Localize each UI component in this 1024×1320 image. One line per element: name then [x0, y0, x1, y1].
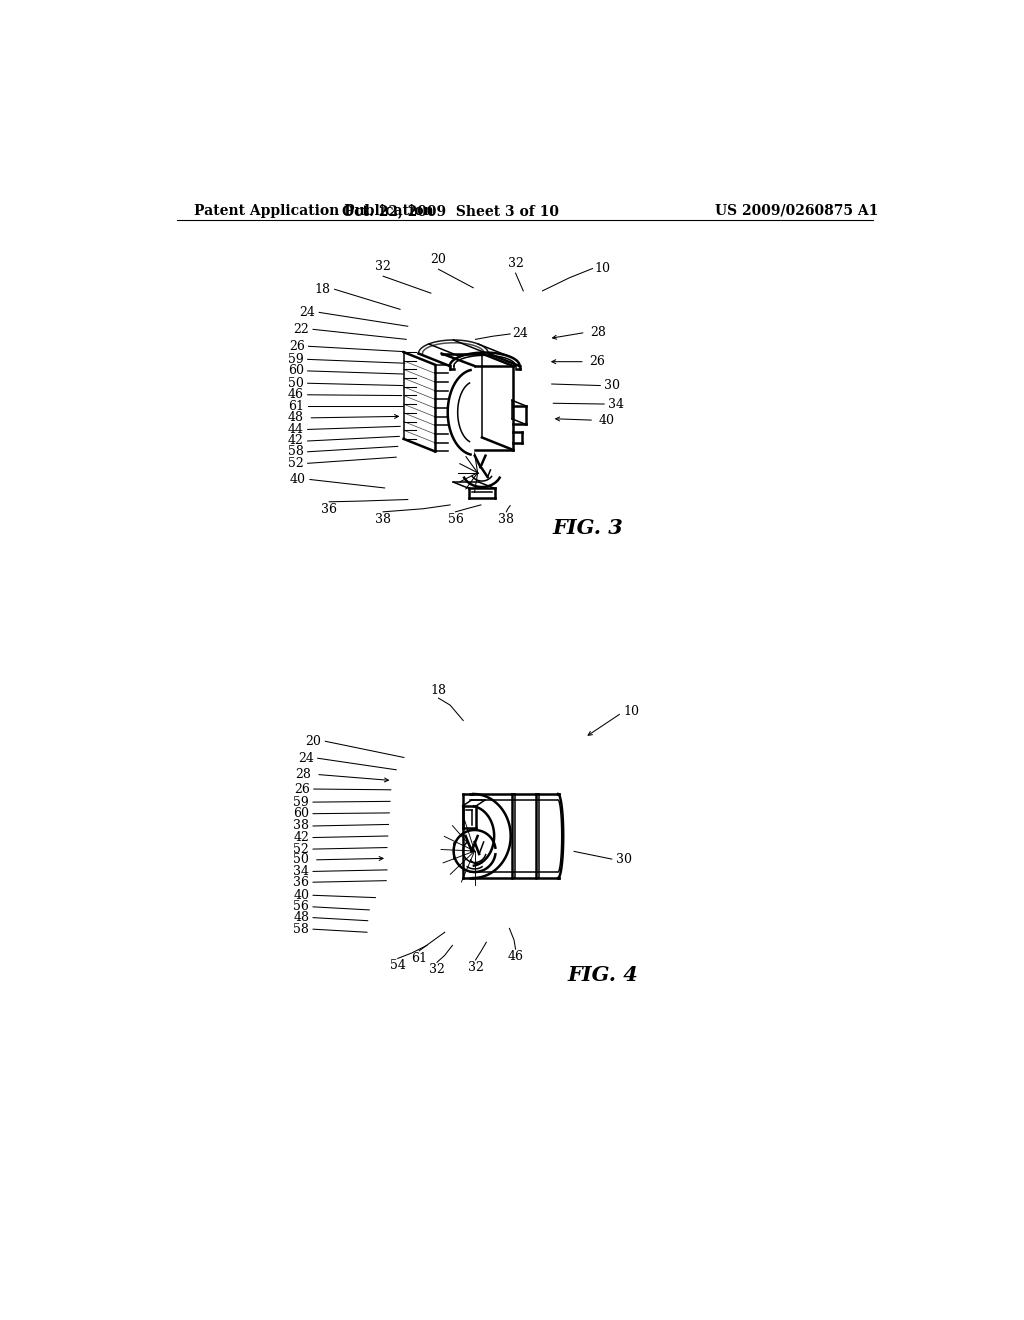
Text: 24: 24 [512, 327, 527, 341]
Text: 40: 40 [599, 413, 614, 426]
Text: 28: 28 [296, 768, 311, 781]
Text: 38: 38 [375, 512, 391, 525]
Text: 26: 26 [294, 783, 310, 796]
Text: 32: 32 [429, 964, 445, 975]
Text: FIG. 4: FIG. 4 [568, 965, 639, 985]
Text: 61: 61 [288, 400, 304, 413]
Text: 44: 44 [288, 422, 304, 436]
Text: 36: 36 [322, 503, 337, 516]
Text: 54: 54 [390, 960, 406, 973]
Text: 46: 46 [508, 950, 523, 964]
Text: FIG. 3: FIG. 3 [553, 517, 624, 539]
Text: 46: 46 [288, 388, 304, 401]
Text: Patent Application Publication: Patent Application Publication [194, 203, 433, 218]
Text: 28: 28 [590, 326, 606, 339]
Text: 52: 52 [288, 457, 304, 470]
Text: 56: 56 [293, 900, 309, 913]
Text: 32: 32 [508, 257, 523, 271]
Text: 60: 60 [288, 364, 304, 378]
Text: 40: 40 [293, 888, 309, 902]
Text: 40: 40 [290, 473, 306, 486]
Text: 59: 59 [288, 352, 304, 366]
Text: 48: 48 [293, 911, 309, 924]
Text: US 2009/0260875 A1: US 2009/0260875 A1 [715, 203, 879, 218]
Text: 20: 20 [305, 735, 322, 748]
Text: 50: 50 [288, 376, 304, 389]
Text: 32: 32 [468, 961, 483, 974]
Text: 61: 61 [412, 952, 427, 965]
Text: 60: 60 [293, 807, 309, 820]
Text: 18: 18 [314, 282, 331, 296]
Text: 26: 26 [590, 355, 605, 368]
Text: 38: 38 [499, 512, 514, 525]
Text: Oct. 22, 2009  Sheet 3 of 10: Oct. 22, 2009 Sheet 3 of 10 [342, 203, 559, 218]
Text: 42: 42 [293, 832, 309, 843]
Text: 26: 26 [289, 339, 304, 352]
Text: 48: 48 [288, 412, 304, 425]
Text: 24: 24 [299, 306, 315, 319]
Text: 18: 18 [430, 684, 446, 697]
Text: 10: 10 [594, 261, 610, 275]
Text: 42: 42 [288, 434, 304, 447]
Text: 58: 58 [293, 923, 309, 936]
Text: 34: 34 [293, 865, 309, 878]
Text: 22: 22 [294, 323, 309, 335]
Text: 36: 36 [293, 875, 309, 888]
Text: 32: 32 [375, 260, 391, 273]
Text: 58: 58 [288, 445, 304, 458]
Text: 20: 20 [431, 253, 446, 267]
Text: 24: 24 [298, 751, 313, 764]
Text: 34: 34 [608, 397, 624, 411]
Text: 10: 10 [624, 705, 639, 718]
Text: 52: 52 [294, 842, 309, 855]
Text: 56: 56 [447, 512, 464, 525]
Text: 59: 59 [294, 796, 309, 809]
Text: 30: 30 [604, 379, 621, 392]
Text: 30: 30 [615, 853, 632, 866]
Text: 38: 38 [293, 820, 309, 833]
Text: 50: 50 [293, 853, 309, 866]
